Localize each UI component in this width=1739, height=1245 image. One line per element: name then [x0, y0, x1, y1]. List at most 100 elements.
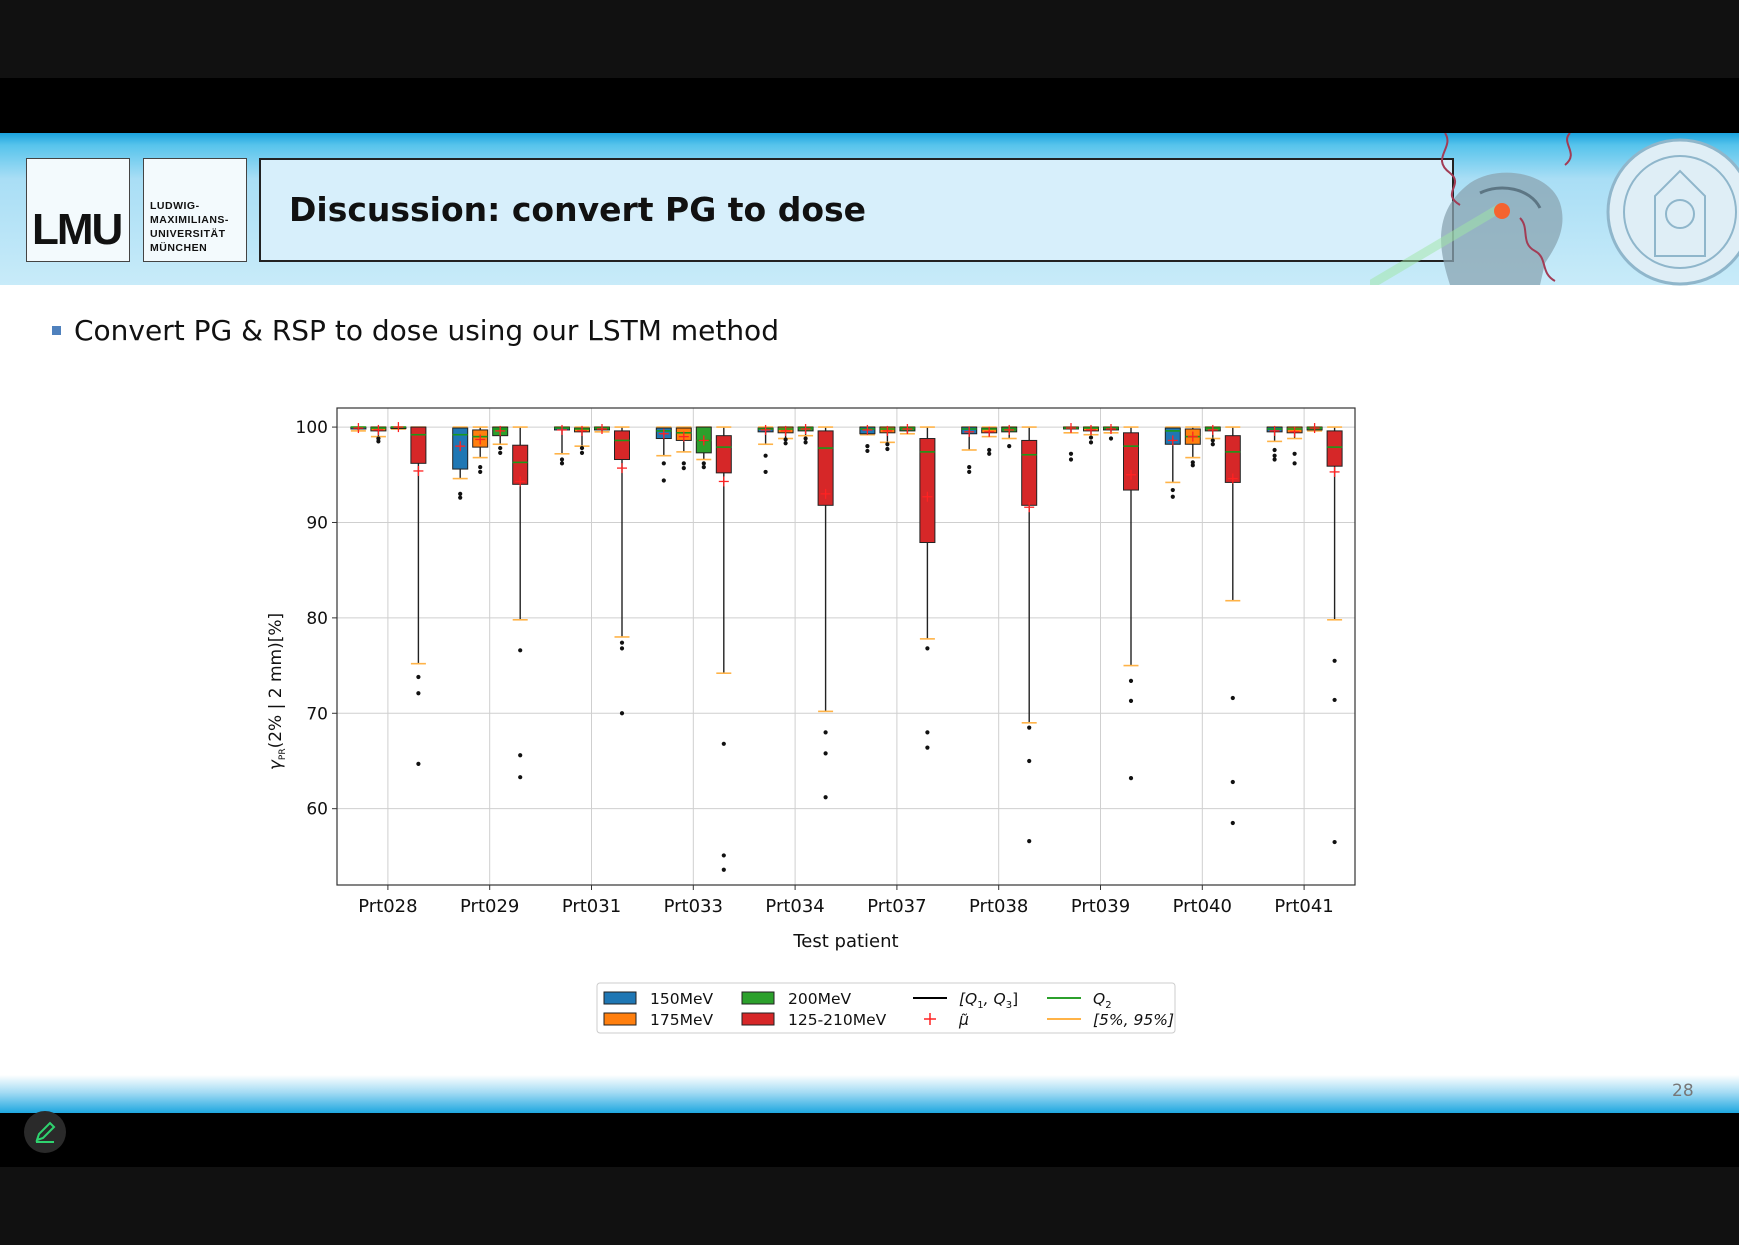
box-150MeV-Prt029	[452, 426, 469, 500]
lmu-logo: LMU	[26, 158, 130, 262]
bullet-text: Convert PG & RSP to dose using our LSTM …	[74, 314, 779, 347]
outlier-point	[579, 450, 585, 455]
y-axis-label-unit: (2% | 2 mm)[%]	[266, 613, 286, 749]
box-125-210MeV-Prt033	[715, 426, 732, 872]
outlier-point	[1292, 461, 1297, 466]
legend-entry: 150MeV	[603, 990, 713, 1008]
x-axis-ticks: Prt028 Prt029 Prt031 Prt033 Prt034 Prt037 Prt0…	[358, 885, 1334, 917]
outlier-point	[681, 466, 686, 471]
legend-label-part: , Q	[984, 990, 1006, 1008]
box-175MeV-Prt034	[777, 425, 794, 446]
outlier-point	[416, 674, 421, 680]
iqr-box	[614, 430, 630, 461]
page-number: 28	[1672, 1081, 1694, 1101]
legend-label-part: 1	[977, 1000, 983, 1011]
legend-swatch	[741, 1012, 775, 1026]
box-200MeV-Prt034	[797, 423, 814, 445]
box-200MeV-Prt037	[899, 423, 916, 435]
outlier-point	[865, 444, 870, 449]
outlier-point	[1088, 435, 1094, 440]
outlier-point	[619, 640, 625, 645]
outlier-point	[823, 795, 828, 800]
box-150MeV-Prt037	[859, 424, 876, 454]
outlier-point	[925, 745, 930, 750]
iqr-box	[1021, 439, 1038, 506]
x-tick-label: Prt031	[562, 896, 621, 917]
x-tick-label: Prt033	[664, 896, 723, 917]
slide: LMU LUDWIG- MAXIMILIANS- UNIVERSITÄT MÜN…	[0, 133, 1739, 1113]
box-175MeV-Prt040	[1184, 426, 1201, 468]
legend-label: 125-210MeV	[788, 1011, 887, 1029]
outlier-point	[885, 442, 890, 447]
x-tick-label: Prt039	[1071, 896, 1130, 917]
slide-footer-bar	[0, 1075, 1739, 1113]
legend-label-part: [5%, 95%]	[1093, 1011, 1174, 1029]
box-200MeV-Prt028	[390, 422, 407, 433]
legend-label: μ̃	[958, 1011, 969, 1029]
outlier-point	[1230, 695, 1235, 701]
outlier-point	[823, 751, 828, 756]
slide-title: Discussion: convert PG to dose	[289, 190, 867, 229]
outlier-point	[458, 491, 463, 496]
outlier-point	[1027, 725, 1032, 730]
x-tick-label: Prt037	[867, 896, 926, 917]
legend-entry: 125-210MeV	[741, 1011, 887, 1029]
outlier-point	[579, 445, 585, 451]
outlier-point	[1068, 451, 1074, 456]
y-tick-label: 70	[306, 704, 328, 724]
box-200MeV-Prt038	[1001, 424, 1018, 449]
y-tick-label: 80	[306, 609, 328, 629]
outlier-point	[681, 461, 686, 466]
box-200MeV-Prt040	[1204, 424, 1221, 447]
outlier-point	[416, 691, 421, 696]
y-axis-label-subscript: PR	[278, 748, 288, 760]
outlier-point	[1128, 776, 1134, 781]
annotate-button[interactable]	[24, 1111, 66, 1153]
outlier-point	[1007, 444, 1012, 449]
x-tick-label: Prt028	[358, 896, 417, 917]
pencil-icon	[35, 1121, 56, 1143]
outlier-point	[661, 461, 666, 466]
box-125-210MeV-Prt031	[614, 426, 630, 716]
legend-swatch	[741, 991, 775, 1005]
outlier-point	[1292, 451, 1297, 456]
legend-entry: 200MeV	[741, 990, 851, 1008]
outlier-point	[518, 775, 523, 780]
iqr-box	[817, 430, 834, 506]
outlier-point	[1332, 697, 1337, 703]
outlier-point	[559, 457, 565, 462]
box-200MeV-Prt041	[1306, 423, 1323, 434]
outlier-point	[721, 853, 726, 858]
legend-label-part: 2	[1105, 1000, 1111, 1011]
box-150MeV-Prt028	[350, 423, 367, 434]
iqr-box	[1326, 430, 1343, 467]
legend-label: 150MeV	[650, 990, 713, 1008]
box-175MeV-Prt037	[879, 425, 896, 452]
legend-swatch	[603, 1012, 637, 1026]
svg-text:γPR(2% | 2 mm)[%]: γPR(2% | 2 mm)[%]	[266, 613, 288, 770]
outlier-point	[721, 741, 726, 746]
box-125-210MeV-Prt037	[919, 426, 936, 750]
university-name-line: MAXIMILIANS-	[150, 214, 229, 226]
x-tick-label: Prt041	[1274, 896, 1333, 917]
lmu-logo-text: LMU	[32, 205, 123, 254]
box-175MeV-Prt028	[370, 424, 387, 444]
box-125-210MeV-Prt028	[410, 426, 427, 766]
box-125-210MeV-Prt029	[512, 426, 529, 780]
outlier-point	[1068, 457, 1074, 462]
outlier-point	[518, 648, 523, 653]
outlier-point	[498, 450, 503, 455]
box-175MeV-Prt033	[675, 426, 692, 471]
outlier-point	[925, 646, 930, 651]
x-tick-label: Prt038	[969, 896, 1028, 917]
outlier-point	[619, 646, 625, 651]
iqr-box	[410, 426, 427, 464]
outlier-point	[458, 495, 463, 500]
legend-label: [5%, 95%]	[1093, 1011, 1174, 1029]
outlier-point	[803, 436, 808, 441]
outlier-point	[1088, 440, 1094, 445]
y-axis-ticks: 60 70 80 90 100	[296, 418, 337, 820]
legend-label: [Q1, Q3]	[959, 990, 1018, 1011]
